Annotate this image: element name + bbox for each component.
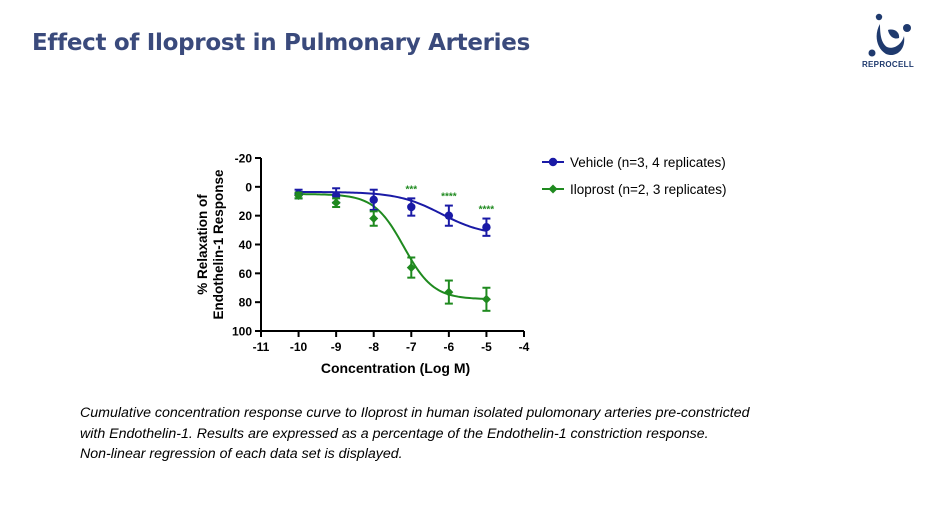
data-point [369, 214, 379, 224]
fit-curve [298, 190, 487, 232]
slide-title: Effect of Iloprost in Pulmonary Arteries [32, 30, 530, 56]
logo-leaf [888, 29, 900, 39]
data-point [482, 223, 491, 232]
y-axis-label: Endothelin-1 Response [211, 169, 226, 320]
y-tick-label: -20 [235, 152, 253, 166]
y-tick-label: 80 [239, 296, 253, 310]
x-tick-label: -9 [331, 340, 342, 354]
data-point [406, 263, 416, 273]
y-tick-label: 0 [245, 180, 252, 194]
data-point [294, 190, 304, 200]
logo-text: REPROCELL [861, 60, 915, 69]
x-tick-label: -11 [253, 340, 270, 354]
x-tick-label: -4 [519, 340, 530, 354]
x-tick-label: -6 [444, 340, 455, 354]
fit-curve [298, 193, 487, 300]
y-axis-label: % Relaxation of [195, 194, 210, 295]
significance-annotation: **** [479, 205, 495, 216]
concentration-response-chart: -20 0 20 40 60 80 100-11 -10 -9 -8 -7 -6 -5 -4 Concent… [195, 152, 726, 377]
data-point [444, 211, 454, 220]
x-tick-label: -5 [481, 340, 492, 354]
caption-line: Cumulative concentration response curve … [80, 405, 750, 421]
x-tick-label: -8 [368, 340, 379, 354]
x-tick-label: -7 [406, 340, 417, 354]
legend-marker [548, 184, 558, 194]
caption-line: with Endothelin-1. Results are expressed… [80, 425, 709, 442]
x-axis-label: Concentration (Log M) [321, 360, 470, 376]
significance-annotation: *** [405, 184, 417, 195]
data-point [407, 202, 416, 212]
legend-label: Iloprost (n=2, 3 replicates) [570, 182, 726, 197]
data-point [369, 195, 378, 205]
y-tick-label: 60 [239, 267, 253, 281]
y-tick-label: 20 [239, 209, 253, 223]
data-point [331, 198, 341, 208]
significance-annotation: **** [441, 192, 457, 203]
logo-dot-top [875, 13, 883, 21]
x-tick-label: -10 [290, 340, 308, 354]
caption-line: Non-linear regression of each data set i… [80, 446, 403, 462]
logo-dot-right [903, 24, 911, 32]
figure-caption: Cumulative concentration response curve … [80, 403, 880, 465]
legend-marker [548, 157, 558, 167]
reprocell-logo-icon [868, 13, 911, 57]
y-tick-label: 100 [232, 325, 252, 339]
data-point [481, 294, 491, 304]
logo-swoosh [876, 24, 905, 56]
legend-label: Vehicle (n=3, 4 replicates) [570, 155, 726, 170]
logo-dot-left [868, 49, 876, 57]
data-point [444, 287, 454, 297]
y-tick-label: 40 [239, 238, 253, 252]
